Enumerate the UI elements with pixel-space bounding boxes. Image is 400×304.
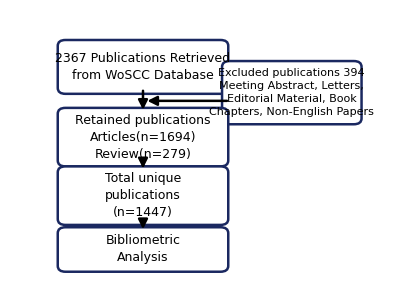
FancyBboxPatch shape (58, 227, 228, 272)
Text: Bibliometric
Analysis: Bibliometric Analysis (106, 234, 180, 264)
FancyBboxPatch shape (58, 40, 228, 94)
FancyBboxPatch shape (58, 108, 228, 166)
FancyBboxPatch shape (58, 166, 228, 225)
Text: Excluded publications 394
Meeting Abstract, Letters,
Editorial Material, Book
Ch: Excluded publications 394 Meeting Abstra… (209, 68, 374, 117)
Text: Retained publications
Articles(n=1694)
Review(n=279): Retained publications Articles(n=1694) R… (75, 114, 211, 161)
Text: Total unique
publications
(n=1447): Total unique publications (n=1447) (105, 172, 181, 219)
FancyBboxPatch shape (222, 61, 362, 124)
Text: 2367 Publications Retrieved
from WoSCC Database: 2367 Publications Retrieved from WoSCC D… (56, 52, 230, 82)
